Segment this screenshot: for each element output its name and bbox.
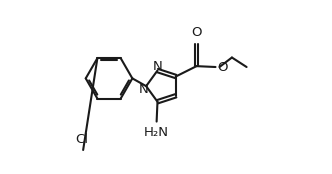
Text: Cl: Cl xyxy=(75,133,88,146)
Text: O: O xyxy=(191,26,202,39)
Text: N: N xyxy=(153,60,162,73)
Text: N: N xyxy=(139,83,149,96)
Text: H₂N: H₂N xyxy=(144,126,169,139)
Text: O: O xyxy=(217,61,228,74)
